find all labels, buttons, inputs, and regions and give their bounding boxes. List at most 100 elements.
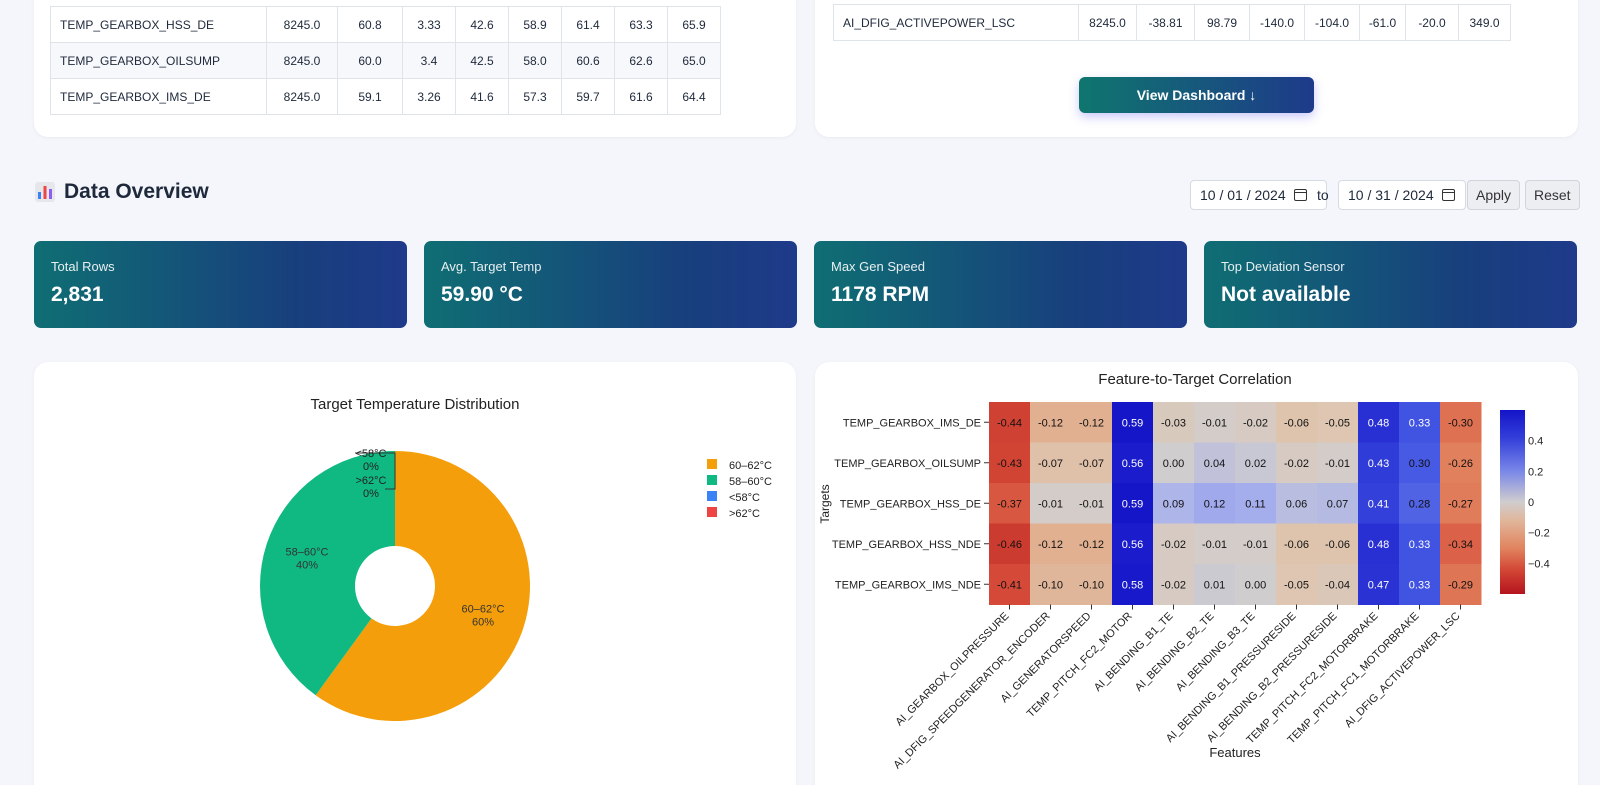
bar-chart-icon: [35, 182, 55, 202]
heatmap-cell-label: 0.02: [1245, 458, 1266, 470]
stats-table-right: AI_DFIG_ACTIVEPOWER_LSC 8245.0 -38.81 98.79…: [833, 4, 1511, 41]
heatmap-cell: [1071, 442, 1113, 484]
heatmap-cell: [1399, 402, 1441, 443]
heatmap-cell: [1235, 483, 1277, 524]
heatmap-cell-label: -0.37: [997, 498, 1022, 510]
calendar-icon[interactable]: [1293, 189, 1307, 201]
heatmap-x-tick: AI_DFIG_SPEEDGENERATOR_ENCODER: [891, 610, 1052, 771]
legend-swatch: [707, 459, 717, 469]
heatmap-cell-label: 0.41: [1368, 498, 1389, 510]
table-cell: -140.0: [1249, 4, 1305, 41]
table-row: TEMP_GEARBOX_HSS_DE 8245.0 60.8 3.33 42.6 58.…: [50, 6, 721, 43]
heatmap-y-tick: TEMP_GEARBOX_IMS_NDE: [835, 579, 981, 591]
legend-swatch: [707, 475, 717, 485]
heatmap-cell-label: -0.01: [1038, 498, 1063, 510]
kpi-label: Avg. Target Temp: [441, 259, 542, 274]
legend-label: 60–62°C: [729, 460, 772, 472]
heatmap-cell: [1071, 523, 1113, 565]
heatmap-cell-label: 0.06: [1286, 498, 1307, 510]
heatmap-cell: [1317, 564, 1359, 605]
heatmap-cell-label: -0.12: [1079, 539, 1104, 551]
pie-slice-label: <58°C: [355, 448, 386, 460]
heatmap-cell: [1440, 523, 1482, 565]
reset-button[interactable]: Reset: [1525, 180, 1580, 210]
heatmap-cell-label: -0.06: [1284, 539, 1309, 551]
table-cell: 98.79: [1194, 4, 1250, 41]
heatmap-cell-label: -0.01: [1325, 458, 1350, 470]
calendar-icon[interactable]: [1441, 189, 1455, 201]
heatmap-cell-label: 0.43: [1368, 458, 1389, 470]
kpi-value: 59.90 °C: [441, 283, 523, 306]
heatmap-cell: [1399, 483, 1441, 524]
colorbar-tick: 0.4: [1528, 436, 1543, 448]
heatmap-cell: [1112, 564, 1154, 605]
table-cell: 61.6: [614, 78, 668, 115]
pie-slice-label: >62°C: [355, 475, 386, 487]
table-cell: 62.6: [614, 42, 668, 79]
table-cell: -20.0: [1405, 4, 1459, 41]
pie-slice-percent: 40%: [296, 559, 318, 571]
heatmap-cell-label: -0.05: [1325, 417, 1350, 429]
heatmap-cell: [1112, 483, 1154, 524]
heatmap-cell-label: 0.01: [1204, 579, 1225, 591]
heatmap-cell-label: -0.46: [997, 539, 1022, 551]
heatmap-cell-label: 0.33: [1409, 579, 1430, 591]
stats-table-left: TEMP_GEARBOX_HSS_DE 8245.0 60.8 3.33 42.6 58.…: [50, 6, 721, 115]
heatmap-cell: [1112, 442, 1154, 484]
heatmap-chart: -0.44 -0.12 -0.12 0.59 -0.03 -0.01 -0.02 -0.06 -…: [818, 402, 1550, 771]
heatmap-cell: [1399, 564, 1441, 605]
heatmap-cell: [1440, 564, 1482, 605]
table-cell: 58.0: [508, 42, 562, 79]
table-cell: 59.1: [337, 78, 403, 115]
heatmap-cell-label: -0.01: [1243, 539, 1268, 551]
colorbar-tick: −0.4: [1528, 558, 1550, 570]
heatmap-cell: [1071, 483, 1113, 524]
table-cell: 42.5: [455, 42, 509, 79]
pie-slice-label: 60–62°C: [462, 604, 505, 616]
colorbar-tick: 0.2: [1528, 466, 1543, 478]
heatmap-cell-label: -0.29: [1448, 579, 1473, 591]
heatmap-cell: [1440, 442, 1482, 484]
table-cell: 61.4: [561, 6, 615, 43]
section-title: Data Overview: [34, 180, 209, 204]
table-cell: 3.33: [402, 6, 456, 43]
view-dashboard-button[interactable]: View Dashboard ↓: [1079, 77, 1314, 113]
pie-chart: 60–62°C60%58–60°C40%<58°C0%>62°C0%60–62°…: [260, 448, 772, 721]
heatmap-cell-label: 0.33: [1409, 539, 1430, 551]
apply-button[interactable]: Apply: [1467, 180, 1521, 210]
kpi-value: 2,831: [51, 283, 104, 306]
kpi-label: Total Rows: [51, 259, 115, 274]
legend-label: >62°C: [729, 508, 760, 520]
date-from-input[interactable]: 10 / 01 / 2024: [1190, 180, 1327, 210]
heatmap-cell: [1071, 564, 1113, 605]
table-cell: -104.0: [1304, 4, 1360, 41]
heatmap-cell-label: -0.41: [997, 579, 1022, 591]
pie-slice: [260, 451, 395, 696]
heatmap-cell: [1153, 523, 1195, 565]
heatmap-cell: [1358, 442, 1400, 484]
heatmap-cell-label: 0.59: [1122, 498, 1143, 510]
heatmap-cell-label: 0.33: [1409, 417, 1430, 429]
heatmap-cell: [1276, 483, 1318, 524]
heatmap-cell: [1194, 523, 1236, 565]
legend-label: <58°C: [729, 492, 760, 504]
heatmap-cell-label: -0.02: [1243, 417, 1268, 429]
table-cell: 8245.0: [266, 78, 338, 115]
colorbar: [1500, 410, 1525, 594]
heatmap-cell: [1317, 442, 1359, 484]
heatmap-cell-label: 0.48: [1368, 417, 1389, 429]
kpi-label: Max Gen Speed: [831, 259, 925, 274]
heatmap-cell-label: -0.44: [997, 417, 1022, 429]
table-cell: 58.9: [508, 6, 562, 43]
heatmap-cell: [1276, 564, 1318, 605]
table-cell: -61.0: [1359, 4, 1406, 41]
table-row: TEMP_GEARBOX_OILSUMP 8245.0 60.0 3.4 42.5 58.…: [50, 42, 721, 79]
heatmap-cell-label: -0.07: [1038, 458, 1063, 470]
heatmap-cell: [1399, 442, 1441, 484]
heatmap-cell-label: -0.12: [1079, 417, 1104, 429]
date-to-input[interactable]: 10 / 31 / 2024: [1338, 180, 1466, 210]
heatmap-cell: [1235, 523, 1277, 565]
table-cell: 60.8: [337, 6, 403, 43]
heatmap-cell-label: -0.06: [1284, 417, 1309, 429]
table-cell-name: TEMP_GEARBOX_OILSUMP: [50, 42, 267, 79]
